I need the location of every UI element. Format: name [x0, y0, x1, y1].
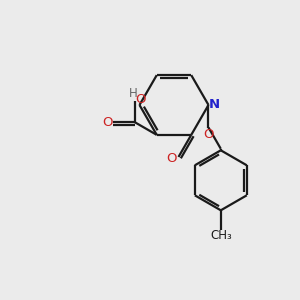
- Text: O: O: [167, 152, 177, 165]
- Text: O: O: [135, 92, 145, 106]
- Text: N: N: [208, 98, 220, 111]
- Text: O: O: [102, 116, 113, 129]
- Text: CH₃: CH₃: [210, 229, 232, 242]
- Text: H: H: [129, 86, 137, 100]
- Text: O: O: [203, 128, 214, 141]
